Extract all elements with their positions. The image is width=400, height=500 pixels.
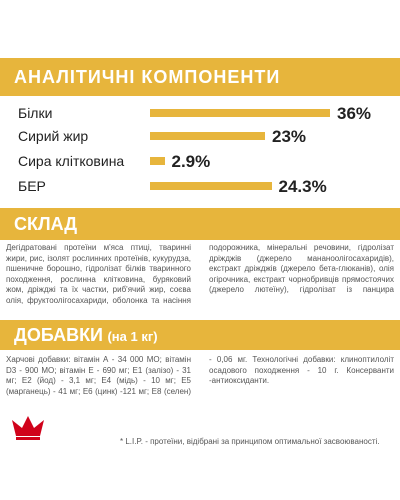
additives-text: Харчові добавки: вітамін А - 34 000 МО; …: [6, 355, 394, 396]
value-label: 24.3%: [278, 177, 327, 196]
bar: [150, 132, 265, 140]
section-subtitle: (на 1 кг): [107, 329, 158, 344]
logo: [12, 416, 44, 440]
bar: [150, 182, 272, 190]
bar: [150, 109, 330, 117]
section-title: СКЛАД: [0, 208, 400, 240]
category-label: Білки: [18, 105, 53, 121]
category-label: Сира клітковина: [18, 153, 125, 169]
value-label: 2.9%: [171, 152, 211, 171]
bar: [150, 157, 165, 165]
section-header: ДОБАВКИ (на 1 кг): [0, 320, 400, 350]
footnote: * L.I.P. - протеїни, відібрані за принци…: [120, 437, 380, 446]
value-label: 36%: [337, 104, 372, 123]
category-label: БЕР: [18, 178, 46, 194]
section-title: ДОБАВКИ: [14, 325, 103, 345]
section-title: АНАЛІТИЧНІ КОМПОНЕНТИ: [0, 58, 400, 96]
value-label: 23%: [272, 127, 307, 146]
composition-text: Дегідратовані протеїни м'яса птиці, твар…: [6, 243, 394, 305]
category-label: Сирий жир: [18, 128, 89, 144]
